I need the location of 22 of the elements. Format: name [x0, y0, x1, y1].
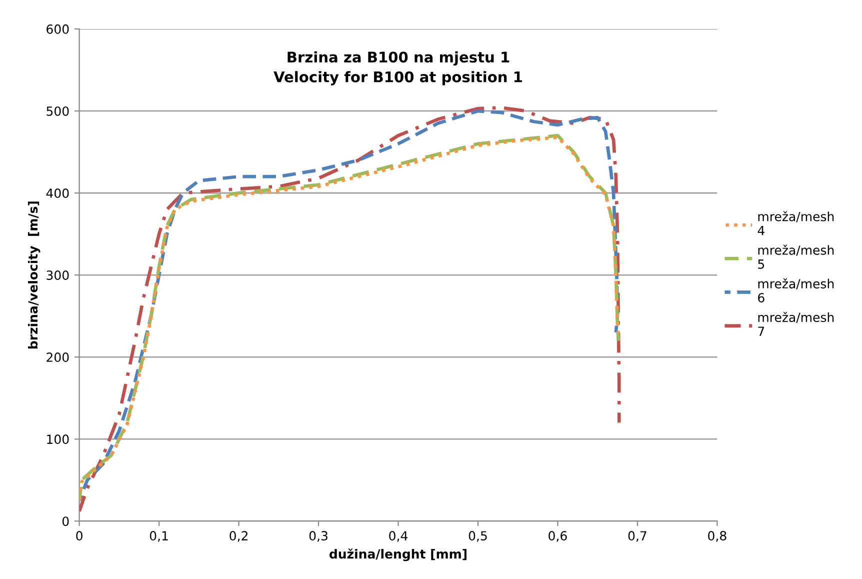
y-tick-label: 200	[46, 352, 69, 362]
x-tick-label: 0,4	[389, 531, 408, 542]
x-tick-label: 0,5	[468, 531, 487, 542]
x-tick-label: 0	[76, 531, 82, 540]
y-tick-label: 300	[46, 270, 69, 280]
x-tick-label: 0,2	[230, 531, 248, 542]
y-tick-label: 600	[46, 24, 69, 34]
y-tick-label: 100	[47, 434, 69, 444]
x-axis-title: dužina/lenght [mm]	[330, 548, 466, 562]
y-tick-label: 400	[46, 188, 69, 198]
y-tick-label: 0	[62, 516, 69, 526]
legend-label: mreža/mesh 7	[758, 312, 834, 336]
legend-label: mreža/mesh 6	[758, 278, 834, 302]
x-tick-label: 0,6	[548, 531, 567, 542]
y-axis-title: brzina/velocity [m/s]	[28, 202, 40, 348]
x-tick-label: 0,7	[628, 531, 646, 542]
x-tick-label: 0,1	[150, 531, 168, 542]
legend-label: mreža/mesh 4	[758, 211, 834, 236]
text: Brzina za B100 na mjestu 1 Velocity for B100 at position 1	[274, 51, 522, 86]
x-tick-label: 0,3	[309, 531, 328, 542]
x-tick-label: 0,8	[708, 531, 726, 542]
y-tick-label: 500	[46, 106, 69, 116]
